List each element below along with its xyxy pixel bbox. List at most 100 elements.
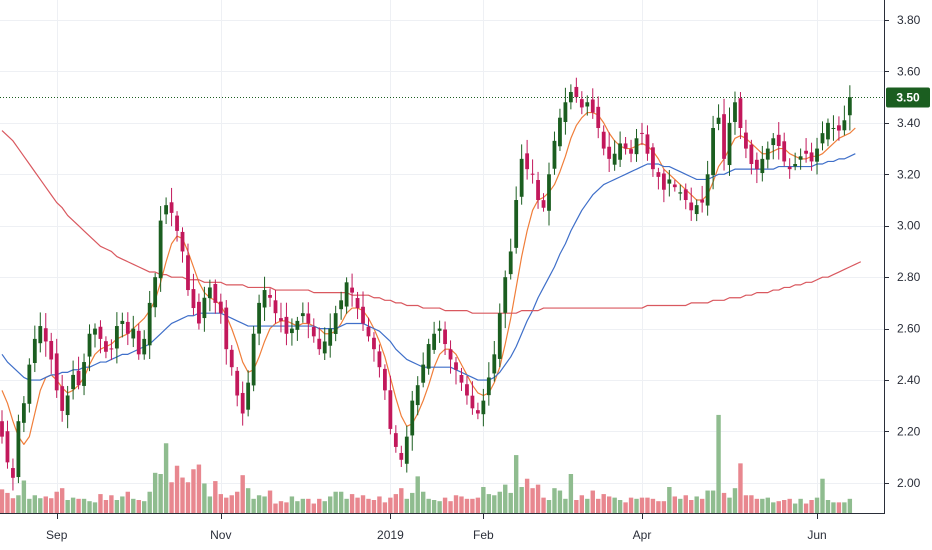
volume-bar	[524, 478, 530, 513]
candle-body	[716, 117, 721, 124]
volume-bar	[732, 488, 738, 513]
volume-bar	[43, 496, 48, 513]
candle-body	[744, 132, 748, 149]
candle-body	[448, 349, 453, 360]
volume-bar	[70, 497, 76, 513]
volume-bar	[683, 495, 688, 513]
volume-bar	[574, 500, 579, 513]
volume-bar	[114, 500, 120, 513]
candle-body	[355, 298, 360, 309]
candle	[262, 276, 267, 321]
price-scale[interactable]: 3.80 3.60 3.40 3.20 3.00 2.80 2.60 2.40 2.20 2.00	[884, 13, 921, 490]
volume-bar	[650, 498, 656, 513]
candle-body	[667, 179, 672, 184]
candle-body	[120, 320, 125, 324]
volume-bars	[0, 414, 853, 513]
volume-bar	[328, 496, 333, 513]
volume-bar	[415, 476, 420, 513]
candle-body	[552, 140, 557, 169]
volume-bar	[131, 498, 136, 513]
volume-bar	[426, 498, 431, 513]
candle-body	[497, 313, 502, 359]
candle	[749, 139, 754, 175]
moving-averages	[1, 111, 862, 445]
candle	[38, 312, 43, 353]
volume-bar	[727, 497, 732, 513]
volume-bar	[612, 497, 617, 513]
candle	[361, 291, 365, 331]
candle	[601, 125, 606, 156]
volume-bar	[787, 498, 792, 513]
candle	[574, 77, 579, 103]
volume-bar	[497, 491, 502, 513]
volume-bar	[639, 497, 645, 513]
volume-bar	[530, 488, 535, 513]
candle	[443, 321, 447, 355]
volume-bar	[437, 501, 442, 513]
candle-body	[579, 99, 584, 108]
candle-body	[651, 147, 655, 170]
volume-bar	[87, 501, 92, 513]
candle-body	[689, 202, 694, 211]
candle	[218, 293, 223, 324]
volume-bar	[656, 501, 661, 513]
candle	[71, 360, 76, 400]
candle	[333, 305, 338, 342]
candle	[530, 159, 535, 184]
candle-body	[558, 117, 562, 147]
candle	[344, 277, 349, 314]
candle-body	[136, 330, 141, 355]
volume-bar	[32, 495, 38, 513]
candle	[634, 128, 639, 162]
volume-bar	[486, 494, 492, 513]
candle-body	[426, 344, 431, 369]
candle-body	[410, 400, 415, 436]
volume-bar	[557, 490, 563, 513]
volume-bar	[251, 498, 256, 513]
candle	[454, 357, 458, 385]
volume-bar	[224, 497, 229, 513]
volume-bar	[541, 497, 546, 513]
candle-body	[142, 338, 147, 355]
candle-body	[268, 295, 272, 298]
candle	[251, 326, 256, 392]
time-scale[interactable]: Sep Nov 2019 Feb Apr Jun	[46, 514, 827, 542]
volume-bar	[568, 474, 574, 513]
volume-bar	[782, 500, 787, 513]
candle-body	[169, 202, 174, 213]
candle-body	[388, 390, 393, 429]
candle	[43, 313, 48, 357]
volume-bar	[459, 496, 464, 513]
volume-bar	[503, 484, 508, 513]
candle-body	[415, 385, 420, 406]
candle-body	[607, 146, 612, 159]
candle	[552, 131, 557, 175]
candle-body	[787, 166, 792, 170]
volume-bar	[163, 443, 169, 513]
volume-bar	[645, 497, 650, 513]
time-tick-label: Jun	[807, 528, 826, 542]
candle	[607, 132, 612, 172]
candle-body	[530, 173, 535, 175]
candle	[536, 171, 540, 209]
volume-bar	[475, 497, 481, 513]
candle-body	[683, 189, 688, 201]
candle	[661, 169, 666, 203]
candle	[114, 312, 119, 364]
candle	[656, 167, 661, 190]
time-tick-label: Nov	[210, 528, 231, 542]
volume-bar	[262, 496, 267, 513]
candle	[514, 186, 519, 254]
volume-bar	[596, 498, 601, 513]
candle-body	[711, 128, 715, 176]
candle-body	[421, 364, 426, 383]
candle-body	[240, 392, 245, 414]
candle	[311, 318, 316, 343]
candle-body	[847, 97, 852, 116]
candle	[257, 294, 261, 346]
candle-body	[218, 301, 223, 314]
candle-body	[672, 184, 677, 188]
candle	[328, 313, 333, 358]
volume-bar	[388, 497, 393, 513]
